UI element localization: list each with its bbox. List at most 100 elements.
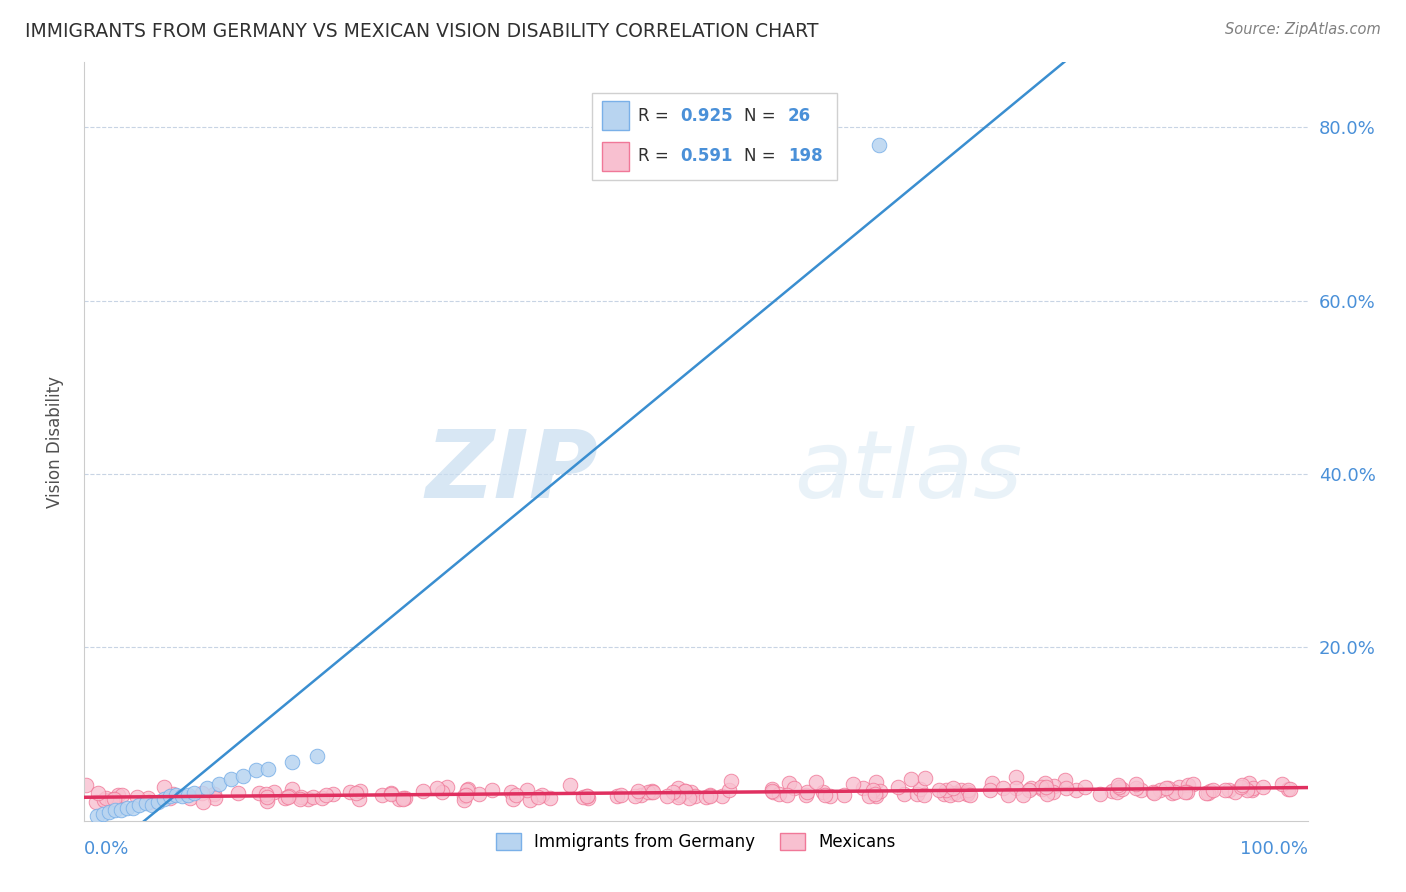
Point [1029, 780, 1052, 794]
Point [1018, 783, 1040, 797]
Point [993, 781, 1015, 796]
Point [1181, 777, 1204, 791]
Point [955, 787, 977, 801]
Point [1105, 784, 1128, 798]
Point [1035, 780, 1057, 794]
Point [1271, 777, 1294, 791]
Point [869, 137, 891, 152]
Point [1125, 777, 1147, 791]
Point [468, 787, 491, 801]
Point [481, 783, 503, 797]
Point [761, 784, 783, 798]
Point [387, 792, 409, 806]
Point [135, 797, 157, 811]
Point [997, 788, 1019, 802]
Point [138, 790, 160, 805]
Point [775, 788, 797, 802]
Point [288, 792, 311, 806]
Point [499, 785, 522, 799]
Point [908, 781, 931, 796]
Point [1241, 781, 1264, 796]
Point [425, 781, 447, 796]
Point [94, 791, 117, 805]
Point [980, 776, 1002, 790]
Point [804, 775, 827, 789]
Point [311, 791, 333, 805]
Point [1277, 782, 1299, 797]
Point [380, 786, 402, 800]
Point [315, 788, 337, 802]
Point [1101, 784, 1123, 798]
Text: Source: ZipAtlas.com: Source: ZipAtlas.com [1225, 22, 1381, 37]
Point [1074, 780, 1097, 795]
Point [152, 780, 174, 794]
Point [1042, 785, 1064, 799]
Point [172, 789, 194, 804]
Point [1021, 780, 1043, 795]
Point [1213, 783, 1236, 797]
Point [107, 788, 129, 802]
Point [1125, 781, 1147, 796]
Point [245, 764, 267, 778]
Point [392, 791, 415, 805]
Point [1054, 780, 1077, 795]
Point [274, 790, 297, 805]
Point [177, 788, 200, 802]
Point [1012, 788, 1035, 802]
Point [110, 788, 132, 802]
Point [281, 782, 304, 797]
Point [673, 784, 696, 798]
Point [256, 790, 278, 805]
Point [100, 793, 122, 807]
Point [202, 787, 225, 801]
Point [159, 791, 181, 805]
Point [103, 792, 125, 806]
Point [110, 803, 132, 817]
Legend: Immigrants from Germany, Mexicans: Immigrants from Germany, Mexicans [489, 826, 903, 858]
Point [1154, 780, 1177, 795]
Point [928, 783, 950, 797]
Point [127, 789, 149, 804]
Point [1157, 781, 1180, 796]
Point [957, 782, 980, 797]
Point [768, 787, 790, 801]
Point [204, 790, 226, 805]
Point [247, 786, 270, 800]
Point [979, 783, 1001, 797]
Point [575, 789, 598, 804]
Text: 100.0%: 100.0% [1240, 839, 1308, 857]
Point [841, 777, 863, 791]
Point [165, 788, 187, 802]
Point [531, 788, 554, 802]
Point [1195, 786, 1218, 800]
Point [818, 789, 841, 803]
Point [277, 789, 299, 803]
Point [86, 809, 108, 823]
Point [1036, 787, 1059, 801]
Point [794, 789, 817, 803]
Point [453, 789, 475, 803]
Point [502, 792, 524, 806]
Point [75, 778, 97, 792]
Point [1143, 787, 1166, 801]
Point [938, 789, 960, 803]
Point [208, 777, 231, 791]
Point [1237, 776, 1260, 790]
Point [762, 784, 785, 798]
Point [146, 795, 169, 809]
Point [122, 800, 145, 814]
Point [1202, 783, 1225, 797]
Point [1199, 784, 1222, 798]
Point [1054, 772, 1077, 787]
Point [505, 788, 527, 802]
Point [609, 789, 631, 803]
Point [914, 771, 936, 785]
Point [101, 793, 124, 807]
Point [641, 783, 664, 797]
Point [93, 793, 115, 807]
Point [380, 787, 402, 801]
Point [226, 786, 249, 800]
Point [430, 785, 453, 799]
Point [1149, 782, 1171, 797]
Point [679, 785, 702, 799]
